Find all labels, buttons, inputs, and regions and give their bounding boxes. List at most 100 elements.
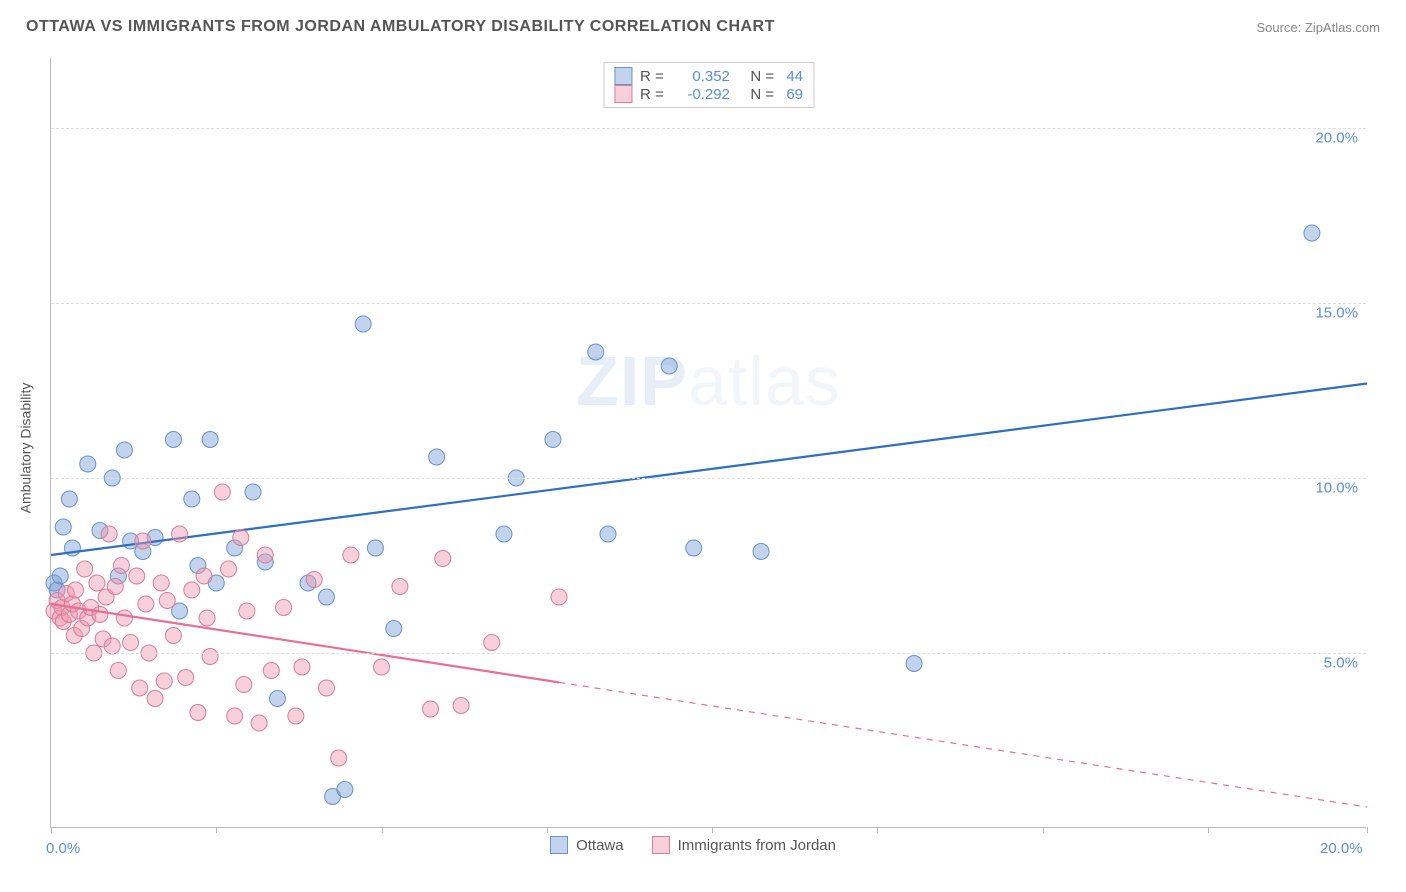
scatter-point-jordan [147, 691, 163, 707]
scatter-point-jordan [453, 698, 469, 714]
scatter-point-ottawa [116, 442, 132, 458]
legend-swatch [614, 67, 632, 85]
y-tick-label: 20.0% [1315, 130, 1358, 147]
scatter-point-jordan [306, 572, 322, 588]
x-tick-label-min: 0.0% [46, 840, 80, 857]
scatter-point-jordan [214, 484, 230, 500]
scatter-point-jordan [67, 582, 83, 598]
scatter-point-jordan [153, 575, 169, 591]
scatter-point-ottawa [318, 589, 334, 605]
scatter-point-jordan [172, 526, 188, 542]
legend-swatch [550, 836, 568, 854]
scatter-point-jordan [221, 561, 237, 577]
series-legend-item: Ottawa [550, 836, 624, 854]
scatter-point-ottawa [386, 621, 402, 637]
legend-swatch [614, 85, 632, 103]
scatter-point-jordan [104, 638, 120, 654]
scatter-point-ottawa [545, 432, 561, 448]
scatter-point-ottawa [588, 344, 604, 360]
scatter-point-jordan [318, 680, 334, 696]
x-tick [1043, 827, 1044, 833]
scatter-point-ottawa [496, 526, 512, 542]
legend-n-value: 69 [786, 86, 803, 103]
scatter-point-ottawa [61, 491, 77, 507]
scatter-point-jordan [435, 551, 451, 567]
y-axis-title: Ambulatory Disability [17, 383, 33, 514]
scatter-point-jordan [374, 659, 390, 675]
scatter-point-jordan [178, 670, 194, 686]
scatter-point-jordan [123, 635, 139, 651]
scatter-point-ottawa [337, 782, 353, 798]
legend-r-value: 0.352 [676, 68, 730, 85]
chart-title: OTTAWA VS IMMIGRANTS FROM JORDAN AMBULAT… [26, 18, 775, 36]
x-tick [216, 827, 217, 833]
series-legend-label: Ottawa [576, 837, 624, 854]
scatter-point-jordan [184, 582, 200, 598]
scatter-point-jordan [89, 575, 105, 591]
source-prefix: Source: [1256, 20, 1304, 35]
scatter-point-ottawa [80, 456, 96, 472]
gridline [51, 128, 1366, 129]
correlation-legend: R = 0.352 N = 44R = -0.292 N = 69 [603, 62, 814, 108]
scatter-point-jordan [165, 628, 181, 644]
scatter-point-jordan [276, 600, 292, 616]
x-tick-label-max: 20.0% [1320, 840, 1363, 857]
scatter-point-jordan [257, 547, 273, 563]
series-legend: Ottawa Immigrants from Jordan [550, 836, 836, 854]
scatter-point-jordan [113, 558, 129, 574]
scatter-point-jordan [159, 593, 175, 609]
correlation-legend-row: R = -0.292 N = 69 [614, 85, 803, 103]
scatter-point-ottawa [184, 491, 200, 507]
legend-r-value: -0.292 [676, 86, 730, 103]
scatter-point-jordan [156, 673, 172, 689]
legend-n-value: 44 [786, 68, 803, 85]
legend-r-label: R = [640, 86, 668, 103]
legend-swatch [652, 836, 670, 854]
scatter-point-jordan [116, 610, 132, 626]
scatter-point-ottawa [753, 544, 769, 560]
x-tick [712, 827, 713, 833]
scatter-point-jordan [343, 547, 359, 563]
scatter-point-jordan [236, 677, 252, 693]
scatter-point-jordan [239, 603, 255, 619]
y-tick-label: 15.0% [1315, 305, 1358, 322]
scatter-point-ottawa [429, 449, 445, 465]
scatter-point-ottawa [52, 568, 68, 584]
scatter-point-ottawa [165, 432, 181, 448]
scatter-point-jordan [233, 530, 249, 546]
scatter-point-jordan [190, 705, 206, 721]
scatter-point-jordan [132, 680, 148, 696]
scatter-point-ottawa [661, 358, 677, 374]
scatter-point-jordan [135, 533, 151, 549]
correlation-legend-row: R = 0.352 N = 44 [614, 67, 803, 85]
scatter-point-ottawa [906, 656, 922, 672]
scatter-point-ottawa [245, 484, 261, 500]
scatter-point-jordan [392, 579, 408, 595]
trend-line-jordan-extrapolated [559, 682, 1367, 807]
scatter-point-ottawa [55, 519, 71, 535]
scatter-point-ottawa [202, 432, 218, 448]
scatter-point-jordan [331, 750, 347, 766]
scatter-point-jordan [422, 701, 438, 717]
source-attribution: Source: ZipAtlas.com [1256, 20, 1380, 35]
plot-area: ZIPatlas R = 0.352 N = 44R = -0.292 N = … [50, 58, 1366, 828]
x-tick [382, 827, 383, 833]
scatter-point-jordan [107, 579, 123, 595]
trend-line-ottawa [51, 384, 1367, 556]
chart-svg [51, 58, 1367, 828]
x-tick [1208, 827, 1209, 833]
x-tick [1367, 827, 1368, 833]
scatter-point-jordan [129, 568, 145, 584]
gridline [51, 653, 1366, 654]
series-legend-label: Immigrants from Jordan [678, 837, 836, 854]
scatter-point-ottawa [686, 540, 702, 556]
legend-n-label: N = [738, 68, 778, 85]
scatter-point-jordan [92, 607, 108, 623]
scatter-point-ottawa [1304, 225, 1320, 241]
legend-r-label: R = [640, 68, 668, 85]
scatter-point-jordan [199, 610, 215, 626]
scatter-point-jordan [227, 708, 243, 724]
y-tick-label: 10.0% [1315, 480, 1358, 497]
series-legend-item: Immigrants from Jordan [652, 836, 836, 854]
source-link[interactable]: ZipAtlas.com [1305, 20, 1380, 35]
